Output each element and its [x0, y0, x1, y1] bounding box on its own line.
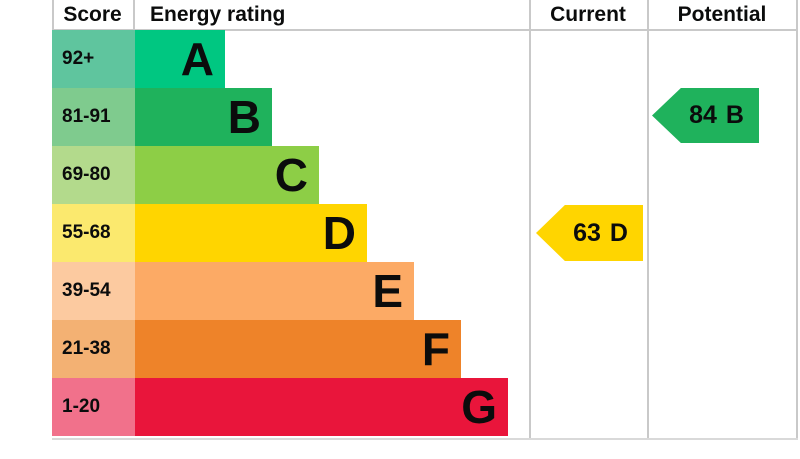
- band-bar-b: B: [135, 88, 272, 146]
- band-score-range: 39-54: [52, 262, 135, 320]
- band-bar-d: D: [135, 204, 367, 262]
- band-bar-g: G: [135, 378, 508, 436]
- band-row-a: 92+ A: [52, 30, 508, 88]
- band-row-g: 1-20 G: [52, 378, 508, 436]
- current-column-header: Current: [550, 3, 626, 26]
- band-bar-c: C: [135, 146, 319, 204]
- header-underline: [52, 29, 798, 31]
- potential-rating-arrow: 84 B: [652, 88, 759, 143]
- band-score-range: 92+: [52, 30, 135, 88]
- score-energy-divider: [133, 0, 135, 30]
- band-letter: D: [322, 207, 356, 259]
- band-row-c: 69-80 C: [52, 146, 508, 204]
- band-bar-a: A: [135, 30, 225, 88]
- current-rating-arrow: 63 D: [536, 205, 643, 261]
- band-score-range: 81-91: [52, 88, 135, 146]
- band-score-range: 69-80: [52, 146, 135, 204]
- potential-column-header: Potential: [677, 3, 767, 26]
- band-row-b: 81-91 B: [52, 88, 508, 146]
- band-score-range: 21-38: [52, 320, 135, 378]
- band-score-range: 55-68: [52, 204, 135, 262]
- current-rating-grade: D: [609, 218, 628, 247]
- energy-rating-column-header: Energy rating: [150, 3, 286, 26]
- current-potential-divider: [647, 0, 649, 438]
- band-letter: B: [227, 91, 261, 143]
- band-row-d: 55-68 D: [52, 204, 508, 262]
- rating-bands: 92+ A 81-91 B 69-80 C 55-68 D 39-54 E 21-38 F 1-20 G: [52, 30, 508, 436]
- band-letter: A: [180, 33, 214, 85]
- chart-right-border: [796, 0, 798, 438]
- chart-left-border: [52, 0, 54, 30]
- band-bar-f: F: [135, 320, 461, 378]
- potential-rating-grade: B: [725, 101, 744, 129]
- potential-rating-value: 84: [689, 101, 717, 129]
- band-row-e: 39-54 E: [52, 262, 508, 320]
- current-column-left-border: [529, 0, 531, 438]
- band-row-f: 21-38 F: [52, 320, 508, 378]
- band-score-range: 1-20: [52, 378, 135, 436]
- band-letter: F: [421, 323, 450, 375]
- band-letter: E: [372, 265, 403, 317]
- band-bar-e: E: [135, 262, 414, 320]
- band-letter: G: [461, 381, 497, 433]
- chart-bottom-border: [52, 438, 798, 440]
- current-rating-value: 63: [573, 218, 601, 247]
- score-column-header: Score: [63, 3, 122, 26]
- band-letter: C: [274, 149, 308, 201]
